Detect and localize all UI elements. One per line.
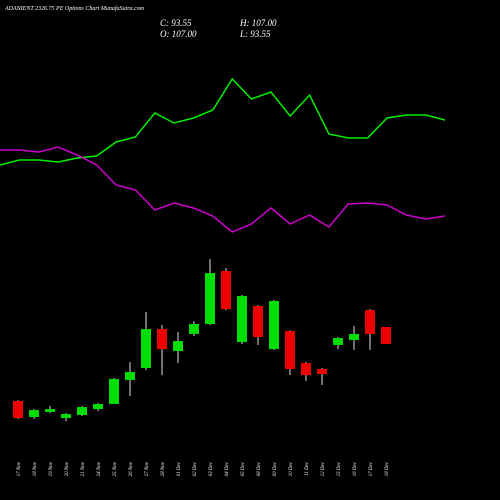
candle-body: [269, 300, 279, 350]
chart-title: ADANIENT 2326.75 PE Options Chart Munafa…: [4, 5, 145, 12]
candle-body: [285, 331, 295, 369]
x-tick-label: 11 Dec: [305, 461, 310, 476]
x-tick-label: 24 Nov: [97, 461, 102, 476]
x-tick-label: 08 Dec: [257, 461, 262, 476]
x-tick-label: 18 Nov: [33, 461, 38, 476]
candle-body: [333, 338, 343, 345]
candle-body: [93, 404, 103, 410]
low-label: L: 93.55: [239, 29, 271, 39]
x-tick-label: 01 Dec: [177, 461, 182, 476]
x-tick-label: 02 Dec: [193, 461, 198, 476]
x-tick-label: 12 Dec: [321, 461, 326, 476]
x-tick-label: 25 Nov: [113, 461, 118, 476]
x-tick-label: 05 Dec: [241, 461, 246, 476]
candle-body: [45, 409, 55, 412]
indicator-line: [0, 146, 446, 233]
indicator-line: [0, 77, 446, 166]
candle-body: [77, 407, 87, 416]
x-tick-label: 16 Dec: [353, 461, 358, 476]
candle-body: [365, 310, 375, 334]
candle-body: [317, 368, 327, 375]
x-tick-label: 19 Nov: [49, 461, 54, 476]
high-label: H: 107.00: [239, 18, 277, 28]
x-tick-label: 03 Dec: [209, 461, 214, 476]
candle-body: [253, 306, 263, 338]
close-label: C: 93.55: [160, 18, 192, 28]
candle-body: [109, 378, 119, 405]
x-tick-label: 27 Nov: [145, 461, 150, 476]
candle-body: [205, 273, 215, 324]
candle-body: [381, 327, 391, 345]
open-label: O: 107.00: [160, 29, 197, 39]
candle-body: [221, 271, 231, 310]
x-tick-label: 15 Dec: [337, 461, 342, 476]
candle-body: [189, 323, 199, 334]
x-tick-label: 21 Nov: [81, 461, 86, 476]
x-tick-label: 10 Dec: [289, 461, 294, 476]
x-tick-label: 26 Nov: [129, 461, 134, 476]
candle-body: [173, 341, 183, 352]
x-tick-label: 09 Dec: [273, 461, 278, 476]
candle-body: [237, 296, 247, 343]
candle-body: [13, 400, 23, 419]
candle-body: [125, 372, 135, 380]
candle-body: [61, 413, 71, 419]
candle-body: [29, 410, 39, 418]
candle-body: [301, 363, 311, 376]
candle-body: [157, 329, 167, 350]
candle-body: [349, 333, 359, 341]
x-tick-label: 18 Dec: [385, 461, 390, 476]
candle-body: [141, 329, 151, 368]
x-tick-label: 28 Nov: [161, 461, 166, 476]
x-tick-label: 17 Dec: [369, 461, 374, 476]
x-tick-label: 04 Dec: [225, 461, 230, 476]
x-tick-label: 20 Nov: [65, 461, 70, 476]
x-tick-label: 17 Nov: [17, 461, 22, 476]
